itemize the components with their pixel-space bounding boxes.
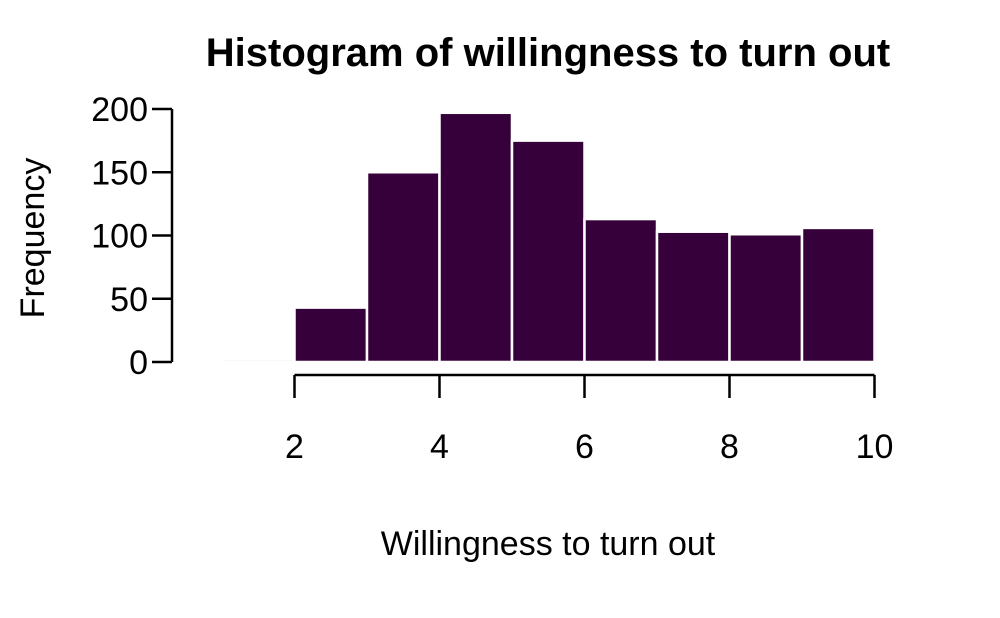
bars-group bbox=[220, 111, 876, 364]
histogram-bar bbox=[438, 111, 514, 364]
x-tick-label: 4 bbox=[430, 428, 449, 466]
y-tick-label: 0 bbox=[129, 344, 148, 382]
y-tick-label: 200 bbox=[91, 91, 148, 129]
y-tick-label: 150 bbox=[91, 154, 148, 192]
histogram-bar bbox=[293, 306, 369, 364]
histogram-bar bbox=[583, 217, 659, 364]
x-tick-label: 8 bbox=[720, 428, 739, 466]
y-tick-label: 100 bbox=[91, 218, 148, 256]
histogram-bar bbox=[728, 232, 804, 364]
x-tick-label: 2 bbox=[285, 428, 304, 466]
x-axis-label: Willingness to turn out bbox=[381, 525, 716, 563]
histogram-bar bbox=[365, 171, 441, 364]
y-tick-label: 50 bbox=[110, 281, 148, 319]
x-tick-label: 10 bbox=[856, 428, 894, 466]
y-axis-label: Frequency bbox=[14, 158, 52, 319]
y-axis: 0 50 100 150 200 bbox=[91, 91, 174, 382]
chart-title: Histogram of willingness to turn out bbox=[206, 31, 890, 75]
histogram-bar bbox=[510, 139, 586, 364]
x-axis: 2 4 6 8 10 bbox=[285, 373, 894, 466]
histogram-bar bbox=[800, 226, 876, 364]
histogram-bar bbox=[655, 230, 731, 364]
histogram-bar bbox=[220, 358, 296, 364]
x-tick-label: 6 bbox=[575, 428, 594, 466]
